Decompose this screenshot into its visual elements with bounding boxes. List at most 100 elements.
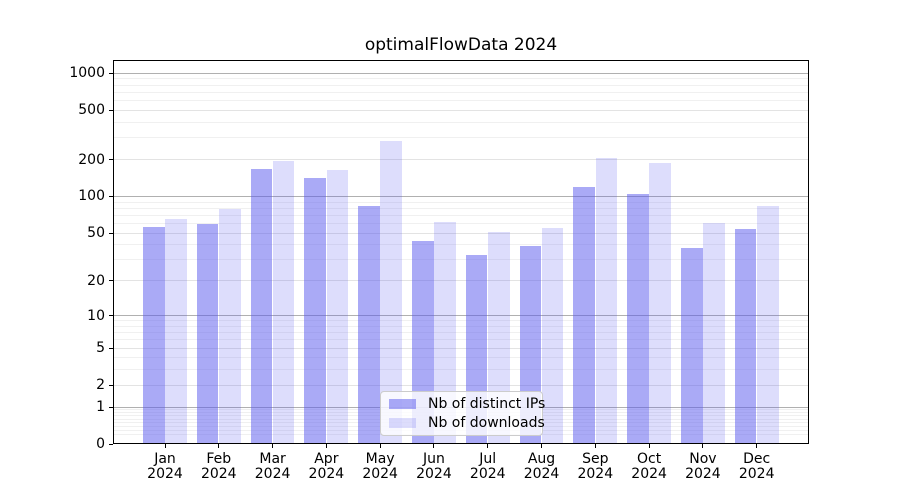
gridline-2 xyxy=(114,384,808,386)
y-tick-mark-2 xyxy=(109,384,113,386)
bar-distinct-ips-nov xyxy=(681,247,703,445)
y-tick-label-5: 5 xyxy=(96,340,105,357)
x-tick-label-dec: Dec 2024 xyxy=(738,451,775,482)
y-tick-mark-200 xyxy=(109,159,113,160)
legend-label-distinct-ips: Nb of distinct IPs xyxy=(428,396,546,412)
y-tick-label-500: 500 xyxy=(78,102,105,119)
gridline-6 xyxy=(114,339,808,341)
bar-downloads-aug xyxy=(541,228,564,445)
x-tick-mark-mar xyxy=(272,444,274,449)
bar-downloads-may xyxy=(380,140,403,445)
gridline-1000 xyxy=(114,72,808,74)
x-tick-label-mar: Mar 2024 xyxy=(254,451,291,482)
y-tick-label-0: 0 xyxy=(96,436,105,453)
gridline-80 xyxy=(114,207,808,209)
gridline-800 xyxy=(114,84,808,86)
bar-downloads-mar xyxy=(272,160,295,445)
bar-distinct-ips-mar xyxy=(250,169,273,445)
x-tick-mark-jun xyxy=(433,444,435,449)
gridline-500 xyxy=(114,109,808,111)
x-tick-label-jun: Jun 2024 xyxy=(416,451,452,482)
y-tick-mark-10 xyxy=(109,315,113,317)
bar-downloads-apr xyxy=(326,169,349,445)
y-tick-label-20: 20 xyxy=(87,272,105,289)
x-tick-mark-apr xyxy=(325,444,327,449)
bar-distinct-ips-dec xyxy=(734,229,757,445)
y-tick-mark-0 xyxy=(109,443,113,445)
x-tick-mark-aug xyxy=(541,444,543,449)
bar-downloads-dec xyxy=(756,205,779,445)
gridline-60 xyxy=(114,223,808,225)
y-tick-mark-100 xyxy=(109,195,113,197)
y-tick-mark-20 xyxy=(109,280,113,282)
gridline-50 xyxy=(114,232,808,234)
gridline-30 xyxy=(114,259,808,261)
bar-downloads-sep xyxy=(595,157,618,445)
x-tick-label-apr: Apr 2024 xyxy=(308,451,345,482)
bar-downloads-nov xyxy=(703,222,725,445)
bar-downloads-jun xyxy=(434,221,456,445)
y-tick-label-100: 100 xyxy=(78,188,105,205)
bar-distinct-ips-sep xyxy=(573,186,595,445)
bar-distinct-ips-feb xyxy=(196,224,219,445)
x-tick-label-nov: Nov 2024 xyxy=(685,451,721,482)
x-tick-mark-sep xyxy=(594,444,596,449)
bar-downloads-jan xyxy=(165,218,187,445)
legend: Nb of distinct IPs Nb of downloads xyxy=(380,391,545,436)
y-tick-label-200: 200 xyxy=(78,151,105,168)
gridline-4 xyxy=(114,357,808,359)
gridline-70 xyxy=(114,214,808,216)
x-tick-label-jul: Jul 2024 xyxy=(469,451,506,482)
gridline-10 xyxy=(114,315,808,317)
y-tick-mark-500 xyxy=(109,109,113,111)
chart-title: optimalFlowData 2024 xyxy=(364,35,558,55)
gridline-90 xyxy=(114,201,808,203)
x-tick-mark-jan xyxy=(164,444,166,449)
x-tick-label-may: May 2024 xyxy=(362,451,398,482)
x-tick-mark-feb xyxy=(218,444,220,449)
x-tick-label-feb: Feb 2024 xyxy=(200,451,237,482)
gridline-40 xyxy=(114,244,808,246)
x-tick-label-sep: Sep 2024 xyxy=(577,451,614,482)
x-tick-label-aug: Aug 2024 xyxy=(523,451,560,482)
y-tick-label-2: 2 xyxy=(96,377,105,394)
bar-downloads-feb xyxy=(219,208,241,445)
gridline-3 xyxy=(114,369,808,371)
gridline-700 xyxy=(114,91,808,93)
gridline-5 xyxy=(114,347,808,349)
legend-item-distinct-ips: Nb of distinct IPs xyxy=(387,396,545,412)
gridline-20 xyxy=(114,280,808,282)
y-tick-mark-5 xyxy=(109,347,113,349)
y-tick-label-10: 10 xyxy=(87,307,105,324)
x-tick-mark-dec xyxy=(756,444,758,449)
y-tick-label-1: 1 xyxy=(96,399,105,416)
gridline-100 xyxy=(114,195,808,197)
gridline-200 xyxy=(114,159,808,160)
gridline-8 xyxy=(114,325,808,327)
gridline-900 xyxy=(114,78,808,80)
legend-label-downloads: Nb of downloads xyxy=(428,415,545,431)
bar-distinct-ips-apr xyxy=(304,178,327,445)
y-tick-mark-50 xyxy=(109,232,113,234)
bar-distinct-ips-may xyxy=(358,205,380,445)
gridline-300 xyxy=(114,137,808,139)
x-tick-label-oct: Oct 2024 xyxy=(631,451,667,482)
y-tick-mark-1 xyxy=(109,406,113,408)
gridline-400 xyxy=(114,121,808,123)
x-tick-mark-jul xyxy=(487,444,489,449)
gridline-9 xyxy=(114,320,808,322)
y-tick-mark-1000 xyxy=(109,72,113,74)
bar-distinct-ips-jan xyxy=(143,227,165,445)
x-tick-mark-oct xyxy=(648,444,650,449)
bar-downloads-oct xyxy=(649,163,671,445)
x-tick-mark-may xyxy=(379,444,381,449)
bar-distinct-ips-oct xyxy=(627,193,649,445)
legend-swatch-downloads xyxy=(389,418,416,428)
gridline-7 xyxy=(114,332,808,334)
legend-item-downloads: Nb of downloads xyxy=(387,415,545,431)
legend-swatch-distinct-ips xyxy=(389,399,416,409)
y-tick-label-1000: 1000 xyxy=(69,65,105,82)
